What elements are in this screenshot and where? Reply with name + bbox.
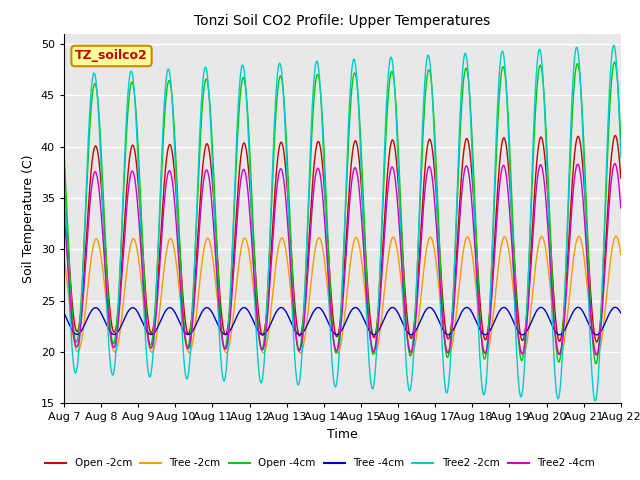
- Title: Tonzi Soil CO2 Profile: Upper Temperatures: Tonzi Soil CO2 Profile: Upper Temperatur…: [195, 14, 490, 28]
- Tree -4cm: [617, 310, 625, 315]
- Tree -2cm: [564, 309, 572, 315]
- Open -4cm: [60, 149, 68, 155]
- Open -2cm: [617, 175, 625, 181]
- Tree2 -2cm: [564, 204, 572, 210]
- Open -2cm: [179, 298, 187, 304]
- Line: Tree2 -4cm: Tree2 -4cm: [64, 164, 621, 355]
- Open -2cm: [216, 287, 223, 292]
- Tree2 -4cm: [611, 161, 619, 167]
- Tree -4cm: [216, 325, 223, 331]
- Tree -4cm: [617, 310, 625, 316]
- Tree2 -2cm: [617, 151, 625, 156]
- Tree -4cm: [564, 320, 572, 326]
- Line: Open -2cm: Open -2cm: [64, 135, 621, 342]
- Tree2 -2cm: [397, 230, 404, 236]
- Tree -2cm: [216, 316, 223, 322]
- Open -4cm: [611, 59, 618, 65]
- Tree2 -4cm: [617, 205, 625, 211]
- Tree -2cm: [617, 251, 625, 257]
- Tree -4cm: [406, 332, 414, 337]
- Tree2 -4cm: [397, 244, 404, 250]
- Tree2 -2cm: [60, 166, 68, 172]
- Line: Tree -2cm: Tree -2cm: [64, 236, 621, 355]
- Tree2 -2cm: [406, 386, 414, 392]
- Open -2cm: [617, 173, 625, 179]
- Open -2cm: [60, 182, 68, 188]
- Open -4cm: [564, 216, 572, 221]
- Open -2cm: [611, 132, 619, 138]
- Tree2 -2cm: [617, 155, 625, 161]
- Tree2 -2cm: [591, 398, 599, 404]
- Tree -2cm: [617, 252, 625, 258]
- Tree2 -4cm: [179, 319, 187, 325]
- Line: Tree -4cm: Tree -4cm: [64, 307, 621, 335]
- Open -4cm: [397, 201, 404, 206]
- Open -4cm: [179, 310, 187, 315]
- Tree -2cm: [612, 233, 620, 239]
- Tree2 -4cm: [216, 309, 223, 314]
- Tree -4cm: [611, 304, 619, 310]
- Open -4cm: [617, 137, 625, 143]
- X-axis label: Time: Time: [327, 428, 358, 441]
- Tree -2cm: [179, 324, 187, 330]
- Tree2 -2cm: [610, 42, 618, 48]
- Open -4cm: [216, 295, 223, 301]
- Tree -2cm: [593, 352, 601, 358]
- Tree -4cm: [593, 332, 600, 337]
- Tree2 -4cm: [60, 210, 68, 216]
- Open -2cm: [564, 252, 572, 258]
- Open -4cm: [406, 353, 414, 359]
- Tree2 -4cm: [406, 349, 414, 355]
- Y-axis label: Soil Temperature (C): Soil Temperature (C): [22, 154, 35, 283]
- Open -4cm: [592, 361, 600, 367]
- Legend: Open -2cm, Tree -2cm, Open -4cm, Tree -4cm, Tree2 -2cm, Tree2 -4cm: Open -2cm, Tree -2cm, Open -4cm, Tree -4…: [41, 454, 599, 472]
- Tree2 -2cm: [216, 335, 223, 340]
- Open -2cm: [406, 335, 414, 340]
- Tree2 -2cm: [179, 348, 187, 354]
- Tree -2cm: [60, 254, 68, 260]
- Open -2cm: [593, 339, 600, 345]
- Tree2 -4cm: [617, 203, 625, 209]
- Open -2cm: [397, 217, 404, 223]
- Tree2 -4cm: [593, 352, 600, 358]
- Open -4cm: [617, 134, 625, 140]
- Tree -4cm: [60, 311, 68, 316]
- Line: Tree2 -2cm: Tree2 -2cm: [64, 45, 621, 401]
- Tree -4cm: [397, 315, 404, 321]
- Tree2 -4cm: [564, 266, 572, 272]
- Text: TZ_soilco2: TZ_soilco2: [75, 49, 148, 62]
- Tree -4cm: [179, 327, 187, 333]
- Tree -2cm: [406, 349, 414, 355]
- Tree -2cm: [397, 274, 404, 280]
- Line: Open -4cm: Open -4cm: [64, 62, 621, 364]
